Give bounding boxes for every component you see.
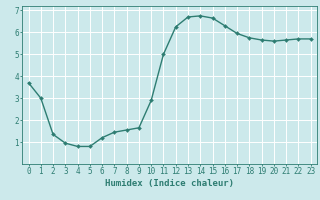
X-axis label: Humidex (Indice chaleur): Humidex (Indice chaleur) (105, 179, 234, 188)
